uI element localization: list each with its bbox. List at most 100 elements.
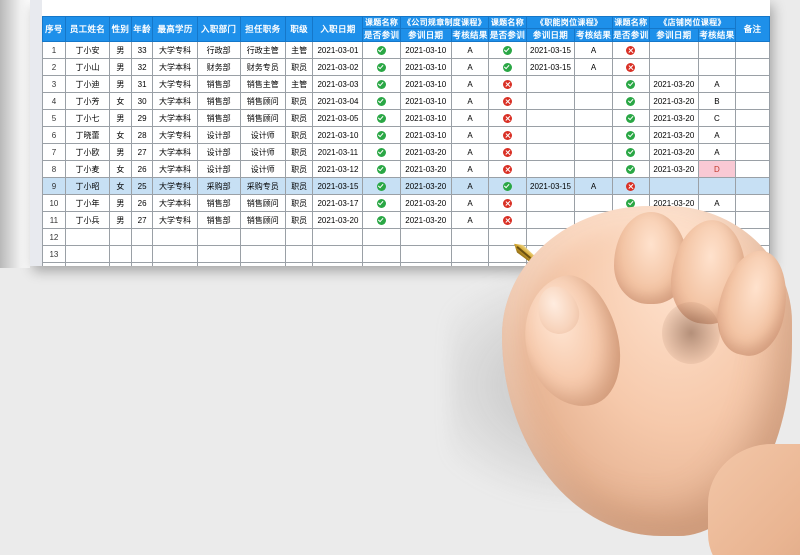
- row-course2-grade[interactable]: A: [574, 177, 613, 195]
- row-department[interactable]: [196, 245, 241, 263]
- row-seq[interactable]: 9: [42, 177, 66, 195]
- row-course2-attend[interactable]: [488, 92, 527, 110]
- row-education[interactable]: [152, 228, 198, 246]
- row-course3-attend[interactable]: [611, 58, 650, 76]
- row-course1-date[interactable]: 2021-03-20: [399, 194, 452, 212]
- col-education[interactable]: 最高学历: [152, 16, 198, 42]
- row-course1-grade[interactable]: A: [450, 58, 490, 76]
- table-row[interactable]: 2 丁小山男 32 大学本科 财务部 财务专员 职员 2021-03-02 2021-03-10…: [42, 58, 770, 76]
- row-name[interactable]: [64, 262, 111, 266]
- row-hire-date[interactable]: [312, 245, 364, 263]
- col-age[interactable]: 年龄: [130, 16, 154, 42]
- row-department[interactable]: 销售部: [196, 92, 241, 110]
- row-department[interactable]: [196, 262, 241, 266]
- col-course1-label[interactable]: 课题名称: [362, 16, 401, 29]
- row-name[interactable]: [64, 245, 111, 263]
- row-hire-date[interactable]: 2021-03-04: [312, 92, 364, 110]
- row-gender[interactable]: 男: [109, 58, 132, 76]
- row-name[interactable]: 丁小七: [64, 109, 111, 127]
- row-course1-attend[interactable]: [362, 75, 401, 93]
- row-course2-attend[interactable]: [488, 126, 527, 144]
- row-name[interactable]: 丁小迪: [64, 75, 111, 93]
- row-education[interactable]: 大学本科: [152, 194, 198, 212]
- row-seq[interactable]: 7: [42, 143, 66, 161]
- row-age[interactable]: [130, 228, 154, 246]
- row-seq[interactable]: 11: [42, 211, 66, 229]
- row-rank[interactable]: 职员: [284, 109, 314, 127]
- row-rank[interactable]: 主管: [284, 41, 314, 59]
- row-remark[interactable]: [735, 126, 770, 144]
- row-age[interactable]: 27: [130, 143, 154, 161]
- row-name[interactable]: 丁小昭: [64, 177, 111, 195]
- row-rank[interactable]: [284, 228, 314, 246]
- row-course1-grade[interactable]: A: [450, 194, 490, 212]
- row-course3-date[interactable]: 2021-03-20: [648, 92, 699, 110]
- row-course3-date[interactable]: 2021-03-20: [648, 143, 699, 161]
- row-gender[interactable]: 男: [109, 194, 132, 212]
- col-position[interactable]: 担任职务: [239, 16, 286, 42]
- row-age[interactable]: 27: [130, 211, 154, 229]
- row-remark[interactable]: [735, 109, 770, 127]
- row-position[interactable]: 销售顾问: [239, 211, 286, 229]
- row-position[interactable]: 采购专员: [239, 177, 286, 195]
- row-course1-attend[interactable]: [362, 262, 401, 266]
- col-course3-date[interactable]: 参训日期: [648, 28, 699, 42]
- row-course1-date[interactable]: 2021-03-10: [399, 126, 452, 144]
- row-course2-attend[interactable]: [488, 228, 527, 246]
- row-course3-attend[interactable]: [611, 41, 650, 59]
- row-name[interactable]: 丁小兵: [64, 211, 111, 229]
- row-remark[interactable]: [735, 194, 770, 212]
- row-department[interactable]: 设计部: [196, 143, 241, 161]
- col-hire-date[interactable]: 入职日期: [312, 16, 364, 42]
- row-course1-date[interactable]: 2021-03-20: [399, 211, 452, 229]
- row-course2-attend[interactable]: [488, 41, 527, 59]
- row-course1-grade[interactable]: A: [450, 41, 490, 59]
- row-hire-date[interactable]: 2021-03-11: [312, 143, 364, 161]
- row-course2-grade[interactable]: [574, 75, 613, 93]
- row-remark[interactable]: [735, 160, 770, 178]
- col-seq[interactable]: 序号: [42, 16, 66, 42]
- col-course2-grade[interactable]: 考核结果: [574, 28, 613, 42]
- row-course2-date[interactable]: 2021-03-15: [525, 41, 576, 59]
- col-course2-title[interactable]: 《职能岗位课程》: [525, 16, 613, 29]
- row-remark[interactable]: [735, 58, 770, 76]
- row-seq[interactable]: 3: [42, 75, 66, 93]
- row-name[interactable]: [64, 228, 111, 246]
- row-position[interactable]: 销售顾问: [239, 109, 286, 127]
- row-department[interactable]: 销售部: [196, 211, 241, 229]
- row-remark[interactable]: [735, 211, 770, 229]
- row-gender[interactable]: 男: [109, 41, 132, 59]
- table-row[interactable]: 7 丁小欧男 27 大学本科 设计部 设计师 职员 2021-03-11 2021-03-20 A…: [42, 143, 770, 161]
- row-course2-grade[interactable]: [574, 109, 613, 127]
- row-course1-date[interactable]: [399, 245, 452, 263]
- row-course1-attend[interactable]: [362, 228, 401, 246]
- table-row[interactable]: 5 丁小七男 29 大学本科 销售部 销售顾问 职员 2021-03-05 2021-03-10…: [42, 109, 770, 127]
- row-course2-grade[interactable]: [574, 160, 613, 178]
- row-course1-grade[interactable]: A: [450, 143, 490, 161]
- row-name[interactable]: 丁小麦: [64, 160, 111, 178]
- row-education[interactable]: [152, 262, 198, 266]
- row-seq[interactable]: 12: [42, 228, 66, 246]
- row-department[interactable]: 销售部: [196, 109, 241, 127]
- row-position[interactable]: [239, 228, 286, 246]
- row-name[interactable]: 丁小年: [64, 194, 111, 212]
- row-age[interactable]: 28: [130, 126, 154, 144]
- row-education[interactable]: 大学专科: [152, 75, 198, 93]
- row-age[interactable]: 29: [130, 109, 154, 127]
- row-course3-attend[interactable]: [611, 92, 650, 110]
- row-position[interactable]: 销售主管: [239, 75, 286, 93]
- row-department[interactable]: 财务部: [196, 58, 241, 76]
- row-gender[interactable]: 男: [109, 143, 132, 161]
- row-gender[interactable]: 男: [109, 75, 132, 93]
- row-course3-attend[interactable]: [611, 160, 650, 178]
- row-hire-date[interactable]: 2021-03-17: [312, 194, 364, 212]
- row-course1-grade[interactable]: A: [450, 126, 490, 144]
- row-rank[interactable]: [284, 245, 314, 263]
- row-course1-grade[interactable]: A: [450, 160, 490, 178]
- row-course1-attend[interactable]: [362, 177, 401, 195]
- row-course3-grade[interactable]: A: [697, 126, 737, 144]
- row-hire-date[interactable]: 2021-03-20: [312, 211, 364, 229]
- row-course3-grade[interactable]: A: [697, 194, 737, 212]
- row-rank[interactable]: 职员: [284, 160, 314, 178]
- row-seq[interactable]: 1: [42, 41, 66, 59]
